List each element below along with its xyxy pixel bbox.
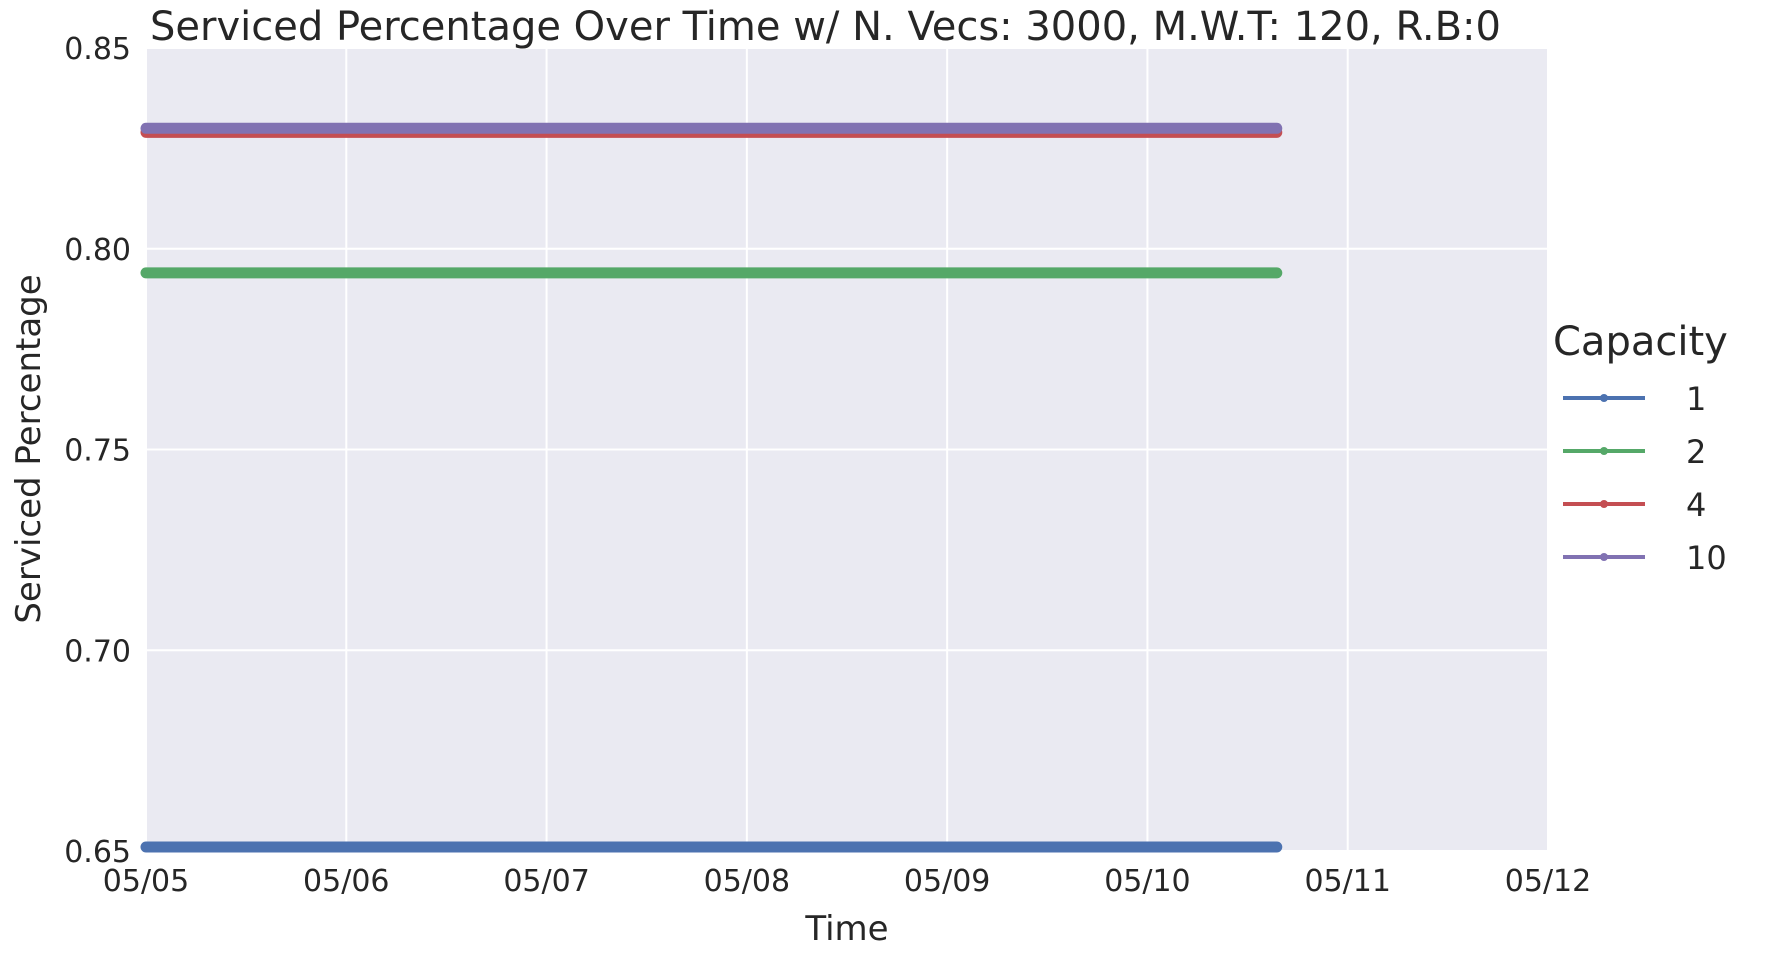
legend-item-4: 4	[1563, 486, 1706, 524]
legend-label: 1	[1686, 380, 1706, 418]
data-point	[1271, 123, 1282, 134]
y-axis-label: Serviced Percentage	[9, 274, 49, 623]
legend-items: 1 2 4 10	[1563, 380, 1727, 577]
legend-marker	[1600, 447, 1608, 455]
series-10	[140, 122, 1283, 134]
y-tick-label: 0.70	[64, 634, 131, 669]
x-tick-label: 05/08	[704, 864, 790, 899]
data-point	[141, 123, 151, 134]
y-tick-label: 0.75	[64, 434, 131, 469]
data-point	[1271, 841, 1282, 852]
legend-label: 10	[1686, 539, 1727, 577]
x-tick-labels: 05/05 05/06 05/07 05/08 05/09 05/10 05/11 05/12	[103, 864, 1591, 899]
y-tick-label: 0.65	[64, 835, 131, 870]
x-tick-label: 05/05	[103, 864, 189, 899]
series-2	[140, 267, 1283, 279]
legend-title: Capacity	[1553, 319, 1728, 365]
legend-item-10: 10	[1563, 539, 1727, 577]
legend-item-1: 1	[1563, 380, 1706, 418]
x-tick-label: 05/07	[503, 864, 589, 899]
data-point	[141, 267, 151, 278]
legend-marker	[1600, 394, 1608, 402]
legend-marker	[1600, 553, 1608, 561]
data-point	[141, 841, 151, 852]
legend-item-2: 2	[1563, 433, 1706, 471]
x-tick-label: 05/10	[1104, 864, 1190, 899]
series-1	[140, 841, 1283, 853]
y-tick-label: 0.85	[64, 32, 131, 67]
x-tick-label: 05/06	[303, 864, 389, 899]
x-tick-label: 05/12	[1505, 864, 1591, 899]
x-tick-label: 05/11	[1304, 864, 1390, 899]
legend: Capacity 1 2 4 10	[1553, 319, 1728, 577]
series-group	[140, 122, 1283, 853]
legend-marker	[1600, 500, 1608, 508]
x-axis-label: Time	[804, 909, 888, 949]
data-point	[1271, 267, 1282, 278]
legend-label: 4	[1686, 486, 1706, 524]
legend-label: 2	[1686, 433, 1706, 471]
x-tick-label: 05/09	[904, 864, 990, 899]
chart-title: Serviced Percentage Over Time w/ N. Vecs…	[150, 4, 1501, 50]
y-tick-labels: 0.65 0.70 0.75 0.80 0.85	[64, 32, 131, 870]
y-tick-label: 0.80	[64, 233, 131, 268]
